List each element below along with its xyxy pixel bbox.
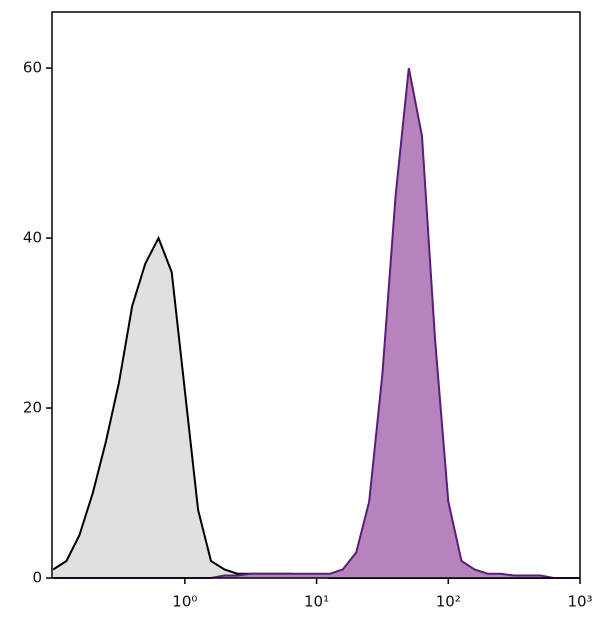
y-tick-label: 0 [32, 569, 42, 587]
y-tick-label: 40 [23, 229, 42, 247]
x-tick-label: 10⁰ [172, 593, 197, 611]
x-tick-label: 10¹ [304, 593, 329, 611]
y-tick-label: 60 [23, 59, 42, 77]
y-tick-label: 20 [23, 399, 42, 417]
x-tick-label: 10³ [567, 593, 592, 611]
x-tick-label: 10² [436, 593, 461, 611]
area-fill [53, 238, 580, 578]
